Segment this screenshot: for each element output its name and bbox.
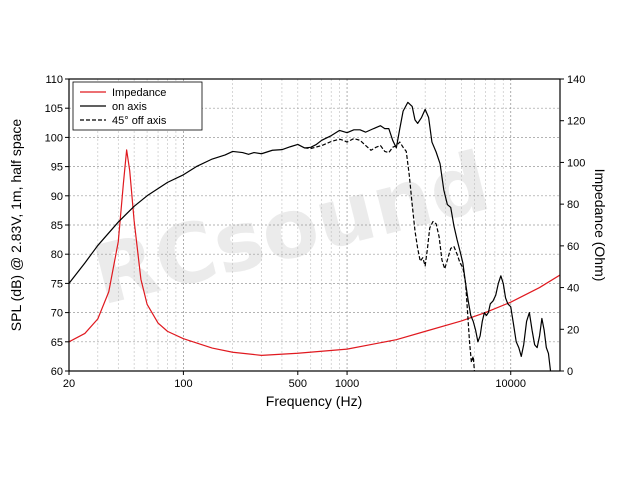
legend-label-impedance: Impedance bbox=[112, 87, 166, 99]
y2-tick-label: 80 bbox=[567, 199, 579, 211]
y2-tick-label: 140 bbox=[567, 74, 585, 86]
y-tick-label: 60 bbox=[51, 366, 63, 378]
legend: Impedance on axis 45° off axis bbox=[72, 81, 203, 131]
y-tick-label: 75 bbox=[51, 278, 63, 290]
watermark: RCsound bbox=[84, 135, 499, 325]
y-tick-label: 80 bbox=[51, 249, 63, 261]
y-tick-label: 105 bbox=[45, 103, 63, 115]
y-tick-label: 100 bbox=[45, 132, 63, 144]
x-tick-label: 10000 bbox=[495, 378, 526, 390]
right-axis-ticks: 0 20 40 60 80 100 120 140 bbox=[560, 74, 585, 378]
x-tick-label: 1000 bbox=[335, 378, 359, 390]
x-tick-label: 100 bbox=[174, 378, 192, 390]
y2-tick-label: 20 bbox=[567, 324, 579, 336]
series-off-axis-line bbox=[304, 137, 476, 371]
legend-label-on-axis: on axis bbox=[112, 101, 147, 113]
y-tick-label: 70 bbox=[51, 308, 63, 320]
y-tick-label: 90 bbox=[51, 191, 63, 203]
svg-text:RCsound: RCsound bbox=[84, 135, 499, 325]
y2-tick-label: 120 bbox=[567, 116, 585, 128]
series-on-axis-line bbox=[69, 101, 552, 371]
y2-tick-label: 40 bbox=[567, 283, 579, 295]
y-tick-label: 110 bbox=[45, 74, 63, 86]
x-axis-title: Frequency (Hz) bbox=[266, 393, 362, 409]
x-axis-ticks: 20 100 500 1000 10000 bbox=[63, 371, 526, 390]
y2-axis-title: Impedance (Ohm) bbox=[592, 169, 608, 282]
y-axis-title: SPL (dB) @ 2.83V, 1m, half space bbox=[8, 119, 24, 332]
y-tick-label: 65 bbox=[51, 337, 63, 349]
left-axis-ticks: 60 65 70 75 80 85 90 95 100 105 110 bbox=[45, 74, 69, 378]
legend-label-off-axis: 45° off axis bbox=[112, 115, 167, 127]
x-tick-label: 500 bbox=[289, 378, 307, 390]
series-impedance-line bbox=[69, 149, 560, 356]
y2-tick-label: 0 bbox=[567, 366, 573, 378]
y2-tick-label: 100 bbox=[567, 157, 585, 169]
series-layer bbox=[69, 101, 560, 371]
x-tick-label: 20 bbox=[63, 378, 75, 390]
y2-tick-label: 60 bbox=[567, 241, 579, 253]
y-tick-label: 95 bbox=[51, 162, 63, 174]
y-tick-label: 85 bbox=[51, 220, 63, 232]
